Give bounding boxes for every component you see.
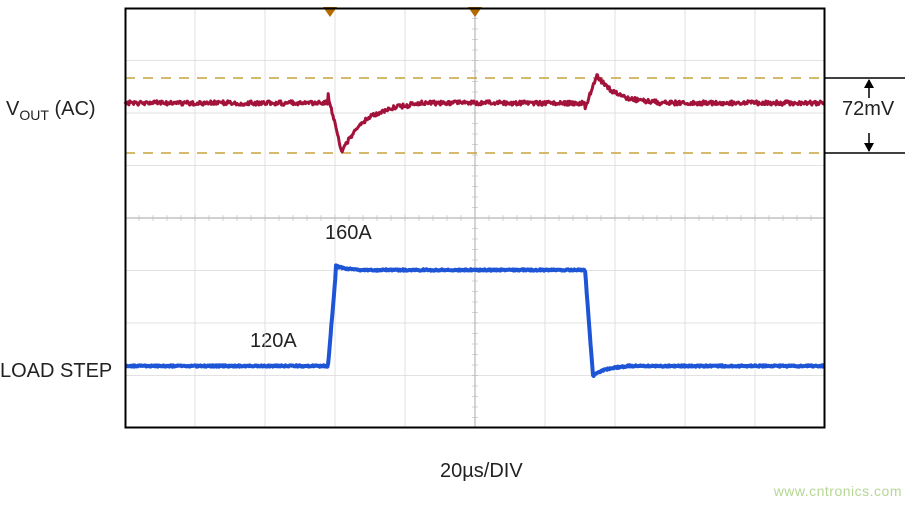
vout-label: VOUT (AC) bbox=[6, 98, 96, 123]
vout-suffix: (AC) bbox=[49, 98, 96, 120]
time-axis-label: 20µs/DIV bbox=[440, 460, 523, 483]
load-step-label: LOAD STEP bbox=[0, 360, 112, 383]
watermark: www.cntronics.com bbox=[774, 483, 902, 499]
vout-prefix: V bbox=[6, 98, 19, 120]
vout-subscript: OUT bbox=[19, 107, 49, 123]
scope-plot bbox=[125, 8, 825, 428]
deviation-label: 72mV bbox=[842, 98, 894, 121]
